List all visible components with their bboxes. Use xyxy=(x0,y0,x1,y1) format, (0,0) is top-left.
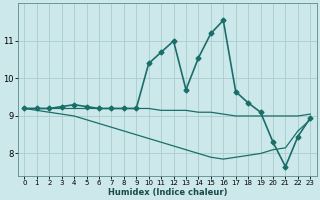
X-axis label: Humidex (Indice chaleur): Humidex (Indice chaleur) xyxy=(108,188,227,197)
